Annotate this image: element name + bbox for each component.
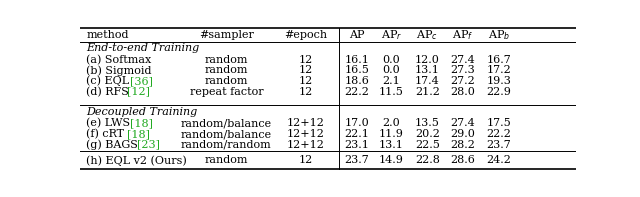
Text: AP$_c$: AP$_c$: [416, 28, 438, 42]
Text: Decoupled Training: Decoupled Training: [86, 107, 198, 117]
Text: 16.1: 16.1: [344, 55, 369, 65]
Text: (f) cRT: (f) cRT: [86, 129, 124, 139]
Text: 17.4: 17.4: [415, 76, 440, 86]
Text: 13.1: 13.1: [415, 65, 440, 75]
Text: 27.3: 27.3: [451, 65, 476, 75]
Text: 2.0: 2.0: [383, 118, 401, 128]
Text: 12: 12: [298, 55, 313, 65]
Text: 12: 12: [298, 87, 313, 97]
Text: [12]: [12]: [127, 87, 150, 97]
Text: 17.5: 17.5: [487, 118, 511, 128]
Text: 0.0: 0.0: [383, 55, 401, 65]
Text: 27.4: 27.4: [451, 55, 476, 65]
Text: [18]: [18]: [127, 129, 150, 139]
Text: #epoch: #epoch: [284, 30, 327, 40]
Text: method: method: [86, 30, 129, 40]
Text: 29.0: 29.0: [451, 129, 476, 139]
Text: 0.0: 0.0: [383, 65, 401, 75]
Text: (b) Sigmoid: (b) Sigmoid: [86, 65, 152, 76]
Text: 28.6: 28.6: [451, 155, 476, 165]
Text: 24.2: 24.2: [486, 155, 511, 165]
Text: 14.9: 14.9: [379, 155, 404, 165]
Text: 21.2: 21.2: [415, 87, 440, 97]
Text: (a) Softmax: (a) Softmax: [86, 55, 152, 65]
Text: [36]: [36]: [130, 76, 153, 86]
Text: 22.2: 22.2: [344, 87, 369, 97]
Text: AP: AP: [349, 30, 365, 40]
Text: random/balance: random/balance: [180, 129, 272, 139]
Text: (c) EQL: (c) EQL: [86, 76, 129, 86]
Text: random/balance: random/balance: [180, 118, 272, 128]
Text: 13.1: 13.1: [379, 140, 404, 150]
Text: 28.0: 28.0: [451, 87, 476, 97]
Text: 16.7: 16.7: [487, 55, 511, 65]
Text: 11.5: 11.5: [379, 87, 404, 97]
Text: 16.5: 16.5: [344, 65, 369, 75]
Text: 22.8: 22.8: [415, 155, 440, 165]
Text: 17.2: 17.2: [487, 65, 511, 75]
Text: 18.6: 18.6: [344, 76, 369, 86]
Text: random/random: random/random: [181, 140, 272, 150]
Text: (e) LWS: (e) LWS: [86, 118, 131, 129]
Text: 22.9: 22.9: [486, 87, 511, 97]
Text: [18]: [18]: [130, 118, 153, 128]
Text: random: random: [205, 55, 248, 65]
Text: 12+12: 12+12: [287, 140, 324, 150]
Text: 22.2: 22.2: [486, 129, 511, 139]
Text: 12+12: 12+12: [287, 118, 324, 128]
Text: repeat factor: repeat factor: [189, 87, 263, 97]
Text: (d) RFS: (d) RFS: [86, 86, 129, 97]
Text: 17.0: 17.0: [344, 118, 369, 128]
Text: AP$_b$: AP$_b$: [488, 28, 510, 42]
Text: End-to-end Training: End-to-end Training: [86, 43, 200, 53]
Text: 12.0: 12.0: [415, 55, 440, 65]
Text: 27.2: 27.2: [451, 76, 476, 86]
Text: 28.2: 28.2: [451, 140, 476, 150]
Text: 13.5: 13.5: [415, 118, 440, 128]
Text: 20.2: 20.2: [415, 129, 440, 139]
Text: 12: 12: [298, 65, 313, 75]
Text: random: random: [205, 65, 248, 75]
Text: 22.5: 22.5: [415, 140, 440, 150]
Text: AP$_r$: AP$_r$: [381, 28, 402, 42]
Text: AP$_f$: AP$_f$: [452, 28, 474, 42]
Text: 27.4: 27.4: [451, 118, 476, 128]
Text: 23.7: 23.7: [487, 140, 511, 150]
Text: (h) EQL v2 (Ours): (h) EQL v2 (Ours): [86, 155, 187, 166]
Text: 2.1: 2.1: [383, 76, 401, 86]
Text: 12: 12: [298, 76, 313, 86]
Text: 12: 12: [298, 155, 313, 165]
Text: 23.7: 23.7: [344, 155, 369, 165]
Text: #sampler: #sampler: [199, 30, 253, 40]
Text: 22.1: 22.1: [344, 129, 369, 139]
Text: random: random: [205, 155, 248, 165]
Text: 12+12: 12+12: [287, 129, 324, 139]
Text: 19.3: 19.3: [486, 76, 511, 86]
Text: 11.9: 11.9: [379, 129, 404, 139]
Text: 23.1: 23.1: [344, 140, 369, 150]
Text: random: random: [205, 76, 248, 86]
Text: [23]: [23]: [137, 140, 160, 150]
Text: (g) BAGS: (g) BAGS: [86, 139, 138, 150]
